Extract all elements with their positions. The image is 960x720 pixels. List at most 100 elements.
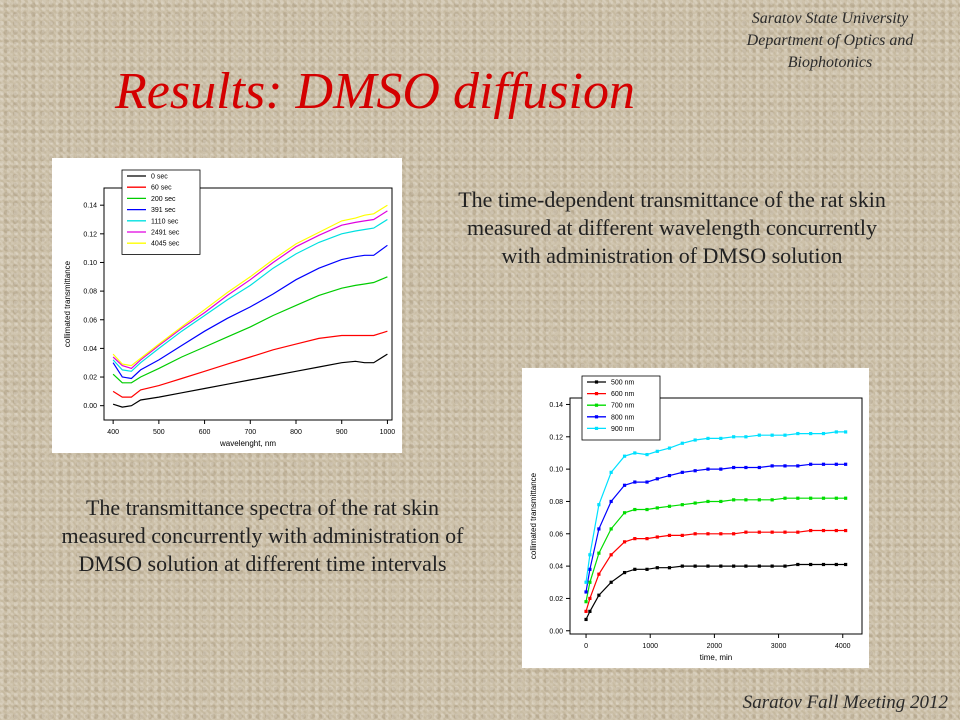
x-tick-label: 2000 <box>707 643 723 650</box>
data-point <box>655 449 659 453</box>
x-axis-label: wavelenght, nm <box>219 439 276 448</box>
legend-label: 4045 sec <box>151 241 180 248</box>
data-point <box>645 537 649 541</box>
data-point <box>609 553 613 557</box>
data-point <box>622 511 627 515</box>
series-line-4 <box>112 218 388 372</box>
data-point <box>796 496 800 500</box>
data-point <box>667 533 672 537</box>
data-point <box>706 467 710 471</box>
data-point <box>584 590 588 594</box>
data-point <box>584 580 588 584</box>
data-point <box>719 436 723 441</box>
data-point <box>732 465 736 470</box>
data-point <box>783 464 787 468</box>
y-tick-label: 0.00 <box>83 403 97 410</box>
legend-marker <box>594 415 599 419</box>
series-line-3 <box>112 244 388 380</box>
data-point <box>655 477 659 481</box>
data-point <box>693 532 697 536</box>
data-point <box>680 533 684 537</box>
y-tick-label: 0.08 <box>549 499 563 506</box>
data-point <box>783 496 787 500</box>
data-point <box>680 564 684 568</box>
x-tick-label: 1000 <box>642 643 658 650</box>
data-point <box>588 609 592 613</box>
data-point <box>809 462 813 466</box>
data-point <box>609 580 613 584</box>
data-point <box>719 564 723 568</box>
data-point <box>680 441 684 445</box>
caption-time-dependent: The time-dependent transmittance of the … <box>458 187 886 268</box>
series-line-2 <box>112 276 388 384</box>
data-point <box>821 528 826 533</box>
data-point <box>655 506 659 510</box>
legend-label: 1110 sec <box>151 218 179 225</box>
data-point <box>744 498 748 502</box>
affiliation-line-university: Saratov State University <box>751 10 909 27</box>
y-tick-label: 0.06 <box>83 317 97 324</box>
plot-frame <box>103 187 393 421</box>
data-point <box>844 430 848 434</box>
data-point <box>597 551 601 555</box>
data-point <box>757 564 761 568</box>
data-point <box>706 499 710 504</box>
x-tick-label: 700 <box>244 429 256 436</box>
data-point <box>693 564 697 568</box>
data-point <box>770 498 774 502</box>
y-tick-label: 0.00 <box>549 628 563 635</box>
plot-frame <box>569 397 863 635</box>
legend-label: 900 nm <box>611 426 635 433</box>
series-line-0 <box>112 353 388 408</box>
data-point <box>597 593 601 597</box>
legend-label: 200 sec <box>151 196 176 203</box>
data-point <box>667 566 672 570</box>
y-axis-label: collimated transmittance <box>529 472 538 559</box>
data-point <box>844 562 848 567</box>
data-point <box>693 438 697 442</box>
data-point <box>744 435 748 439</box>
data-point <box>693 501 697 505</box>
data-point <box>757 433 761 437</box>
data-point <box>834 562 838 567</box>
data-point <box>645 452 649 457</box>
y-axis-label: collimated transmittance <box>63 260 72 347</box>
legend-label: 500 nm <box>611 380 635 387</box>
series-line-6 <box>112 204 388 367</box>
data-point <box>622 540 627 544</box>
legend-marker <box>594 426 599 430</box>
spectra-chart: 400 500 600 700 800 900 1000 0.00 0.02 0.04 0.06 0.… <box>52 158 402 453</box>
data-point <box>796 464 800 468</box>
data-point <box>584 617 588 622</box>
data-point <box>667 504 672 508</box>
data-point <box>588 580 592 584</box>
y-tick-label: 0.14 <box>549 402 563 409</box>
data-point <box>584 600 588 604</box>
data-point <box>770 530 774 534</box>
series-line-1 <box>112 330 388 398</box>
data-point <box>796 562 800 567</box>
x-axis-label: time, min <box>700 653 732 662</box>
x-tick-label: 1000 <box>380 429 396 436</box>
data-point <box>706 532 710 536</box>
data-point <box>809 431 813 436</box>
data-point <box>844 528 848 533</box>
y-tick-label: 0.12 <box>83 231 97 238</box>
y-tick-label: 0.12 <box>549 434 563 441</box>
data-point <box>655 566 659 570</box>
data-point <box>633 537 637 541</box>
caption-spectra: The transmittance spectra of the rat ski… <box>61 495 464 576</box>
legend-marker <box>594 380 599 384</box>
series-line-5 <box>112 210 388 370</box>
data-point <box>821 496 826 500</box>
data-point <box>633 480 637 484</box>
legend-label: 391 sec <box>151 207 176 214</box>
data-point <box>744 564 748 568</box>
data-point <box>588 567 592 571</box>
data-point <box>757 465 761 470</box>
data-point <box>597 503 601 507</box>
legend-label: 60 sec <box>151 185 172 192</box>
x-tick-label: 800 <box>290 429 302 436</box>
legend-label: 0 sec <box>151 174 168 181</box>
legend-box <box>121 169 201 255</box>
